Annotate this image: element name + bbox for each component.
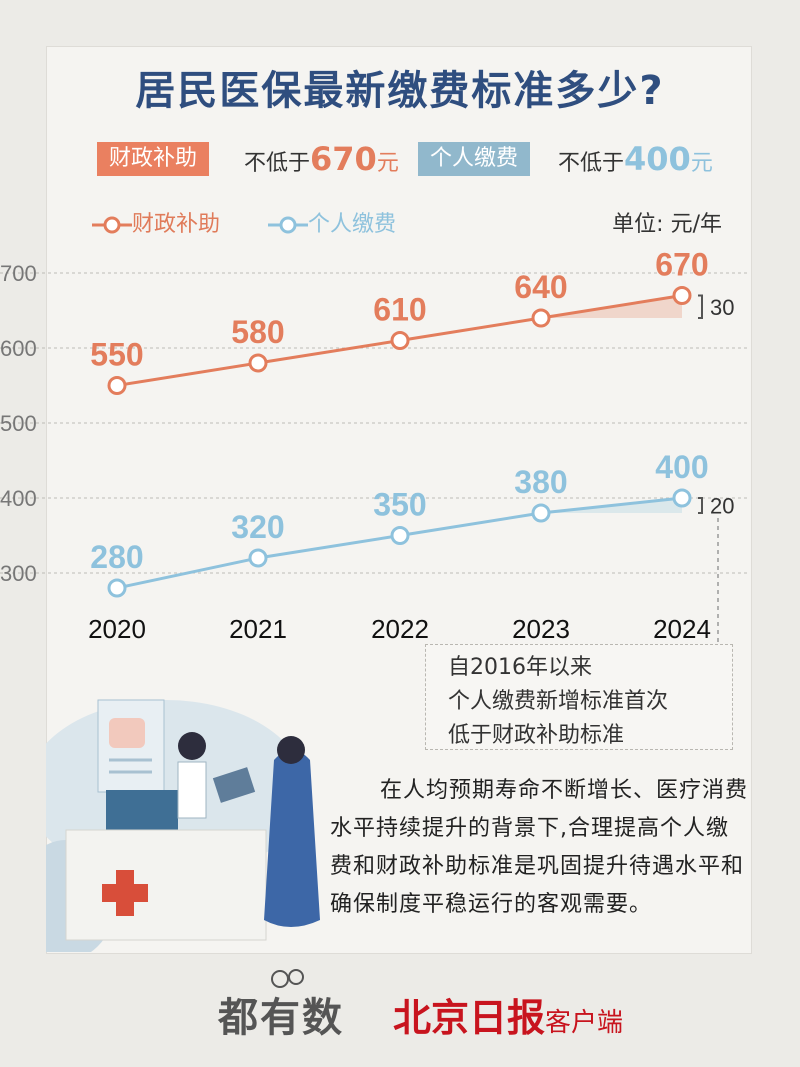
legend-gov-label: 财政补助 [132, 212, 221, 237]
callout-note: 自2016年以来 个人缴费新增标准首次 低于财政补助标准 [425, 644, 733, 750]
data-label: 580 [231, 314, 284, 350]
brand-bjrb-sub: 客户端 [545, 1008, 624, 1038]
data-label: 400 [655, 449, 708, 485]
per-value: 400 [624, 140, 691, 178]
data-label: 280 [90, 539, 143, 575]
data-label: 320 [231, 509, 284, 545]
y-tick-label: 300 [0, 561, 37, 586]
unit-label: 单位: 元/年 [612, 212, 722, 237]
legend-per: 个人缴费 [268, 206, 396, 238]
gov-tag: 财政补助 [97, 142, 210, 176]
x-tick-label: 2023 [512, 614, 570, 644]
gov-value: 670 [310, 140, 377, 178]
data-point [248, 548, 268, 568]
x-tick-label: 2020 [88, 614, 146, 644]
hospital-illustration [46, 699, 320, 952]
increment-bracket [698, 294, 703, 319]
data-point [248, 353, 268, 373]
brand-bjrb: 北京日报客户端 [393, 987, 623, 1042]
gov-suffix: 元 [376, 151, 399, 176]
brand-bjrb-main: 北京日报 [393, 995, 546, 1040]
legend-per-marker [268, 216, 308, 234]
data-point [107, 376, 127, 395]
footer: 都有数 北京日报客户端 [0, 969, 800, 1045]
page-title: 居民医保最新缴费标准多少? [135, 68, 665, 114]
data-label: 350 [373, 487, 426, 523]
legend-gov-marker [92, 216, 132, 234]
y-tick-label: 600 [0, 336, 37, 361]
per-prefix: 不低于 [558, 151, 625, 176]
data-label: 380 [514, 464, 567, 500]
gov-prefix: 不低于 [244, 151, 311, 176]
gov-tag-text: 不低于670元 [244, 142, 399, 181]
data-label: 640 [514, 269, 567, 305]
data-label: 550 [90, 337, 143, 373]
brand-duyoushu: 都有数 [218, 994, 344, 1041]
legend-gov: 财政补助 [92, 206, 220, 238]
increment-label: 30 [710, 295, 734, 320]
increment-label: 20 [710, 494, 734, 519]
note-line-2: 个人缴费新增标准首次 [448, 689, 669, 714]
data-point [107, 578, 127, 598]
per-suffix: 元 [690, 151, 713, 176]
data-point [390, 331, 410, 350]
data-point [531, 503, 551, 523]
data-point [672, 286, 692, 305]
description-paragraph: 在人均预期寿命不断增长、医疗消费水平持续提升的背景下,合理提高个人缴费和财政补助… [330, 778, 749, 917]
per-tag-text: 不低于400元 [558, 142, 713, 181]
note-line-1: 自2016年以来 [448, 655, 592, 680]
legend-per-label: 个人缴费 [308, 212, 397, 237]
data-label: 610 [373, 292, 426, 328]
data-point [390, 526, 410, 545]
data-label: 670 [655, 247, 708, 283]
data-point [531, 308, 551, 328]
per-tag: 个人缴费 [418, 142, 531, 176]
weibo-icon [271, 969, 304, 988]
increment-bracket [698, 497, 703, 514]
note-line-3: 低于财政补助标准 [448, 723, 625, 748]
y-tick-label: 400 [0, 486, 37, 511]
x-tick-label: 2021 [229, 614, 287, 644]
y-tick-label: 500 [0, 411, 37, 436]
x-tick-label: 2022 [371, 614, 429, 644]
x-tick-label: 2024 [653, 614, 711, 644]
data-point [672, 488, 692, 508]
y-tick-label: 700 [0, 261, 37, 286]
